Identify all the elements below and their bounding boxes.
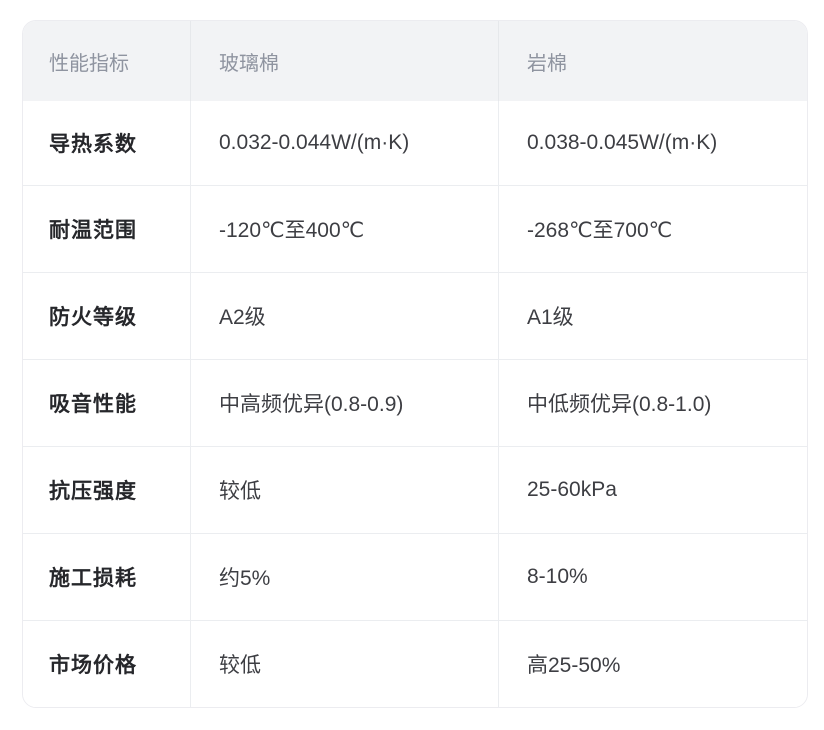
header-cell-metric: 性能指标 — [23, 21, 191, 101]
glass-wool-value: 较低 — [191, 620, 499, 707]
glass-wool-value: -120℃至400℃ — [191, 185, 499, 273]
rock-wool-value: 25-60kPa — [499, 446, 807, 534]
row-label: 耐温范围 — [23, 185, 191, 273]
rock-wool-value: A1级 — [499, 272, 807, 360]
header-row: 性能指标 玻璃棉 岩棉 — [23, 21, 807, 101]
rock-wool-value: -268℃至700℃ — [499, 185, 807, 273]
row-label: 防火等级 — [23, 272, 191, 360]
material-comparison-card: 性能指标 玻璃棉 岩棉 导热系数 0.032-0.044W/(m·K) 0.03… — [22, 20, 808, 708]
rock-wool-value: 8-10% — [499, 533, 807, 620]
table-row: 施工损耗 约5% 8-10% — [23, 533, 807, 620]
header-cell-glass-wool: 玻璃棉 — [191, 21, 499, 101]
row-label: 抗压强度 — [23, 446, 191, 534]
glass-wool-value: A2级 — [191, 272, 499, 360]
glass-wool-value: 约5% — [191, 533, 499, 620]
glass-wool-value: 中高频优异(0.8-0.9) — [191, 359, 499, 447]
header-cell-rock-wool: 岩棉 — [499, 21, 807, 101]
glass-wool-value: 较低 — [191, 446, 499, 534]
rock-wool-value: 中低频优异(0.8-1.0) — [499, 359, 807, 447]
table-row: 耐温范围 -120℃至400℃ -268℃至700℃ — [23, 185, 807, 273]
table-row: 抗压强度 较低 25-60kPa — [23, 446, 807, 534]
table-row: 市场价格 较低 高25-50% — [23, 620, 807, 707]
table-row: 导热系数 0.032-0.044W/(m·K) 0.038-0.045W/(m·… — [23, 101, 807, 186]
table-body: 导热系数 0.032-0.044W/(m·K) 0.038-0.045W/(m·… — [23, 101, 807, 707]
table-header: 性能指标 玻璃棉 岩棉 — [23, 21, 807, 101]
row-label: 市场价格 — [23, 620, 191, 707]
row-label: 施工损耗 — [23, 533, 191, 620]
glass-wool-value: 0.032-0.044W/(m·K) — [191, 101, 499, 186]
table-row: 吸音性能 中高频优异(0.8-0.9) 中低频优异(0.8-1.0) — [23, 359, 807, 447]
row-label: 吸音性能 — [23, 359, 191, 447]
rock-wool-value: 高25-50% — [499, 620, 807, 707]
row-label: 导热系数 — [23, 101, 191, 186]
material-comparison-table: 性能指标 玻璃棉 岩棉 导热系数 0.032-0.044W/(m·K) 0.03… — [23, 21, 807, 707]
rock-wool-value: 0.038-0.045W/(m·K) — [499, 101, 807, 186]
table-row: 防火等级 A2级 A1级 — [23, 272, 807, 360]
